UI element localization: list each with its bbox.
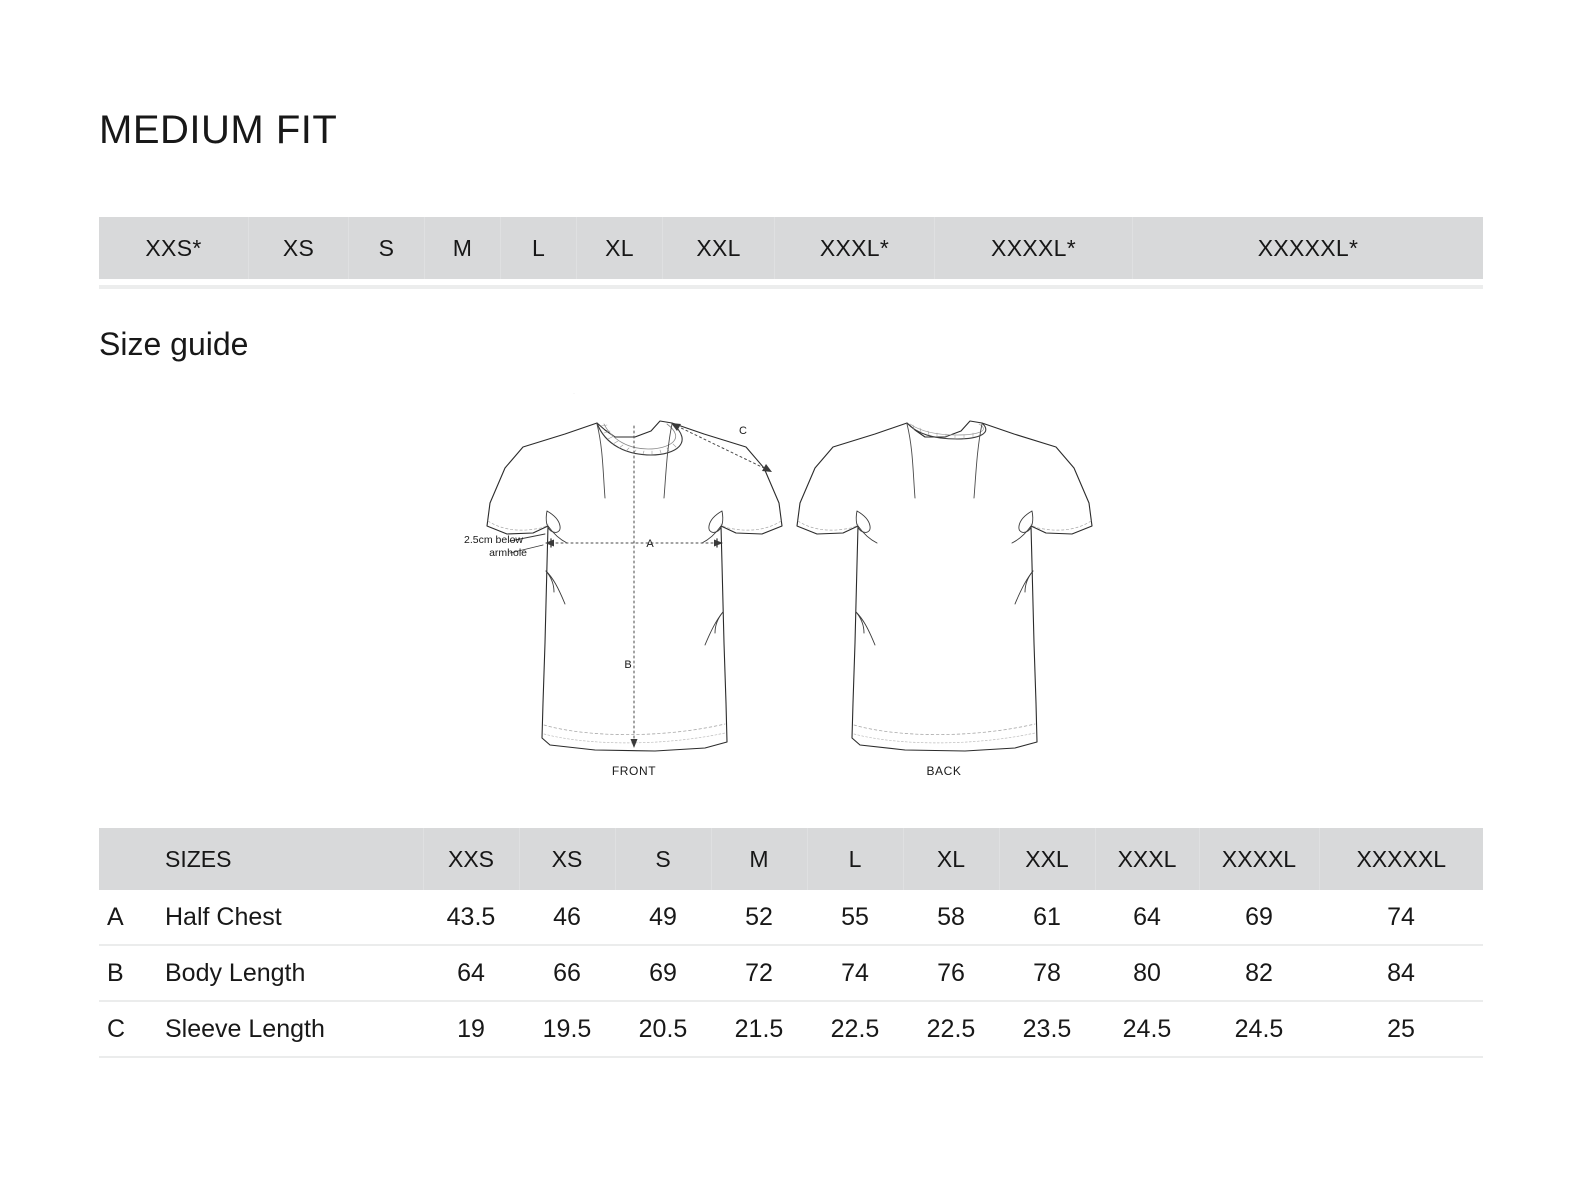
- measurement-label: Half Chest: [161, 890, 423, 946]
- measurement-value: 69: [615, 945, 711, 1002]
- measurement-value: 76: [903, 945, 999, 1002]
- measurement-value: 80: [1095, 945, 1199, 1002]
- dimension-label-a: A: [646, 538, 654, 550]
- dimension-label-c: C: [739, 425, 747, 437]
- size-selector-bar: XXS* XS S M L XL XXL XXXL* XXXXL* XXXXXL*: [99, 217, 1483, 279]
- table-header-size-xxxl: XXXL: [1095, 828, 1200, 890]
- table-header-size-xxxxl: XXXXL: [1199, 828, 1320, 890]
- measurement-value: 58: [903, 890, 999, 946]
- size-tab-xxxxxl[interactable]: XXXXXL*: [1257, 234, 1359, 261]
- front-view-label: FRONT: [612, 764, 656, 778]
- measurement-value: 49: [615, 890, 711, 946]
- measurement-value: 55: [807, 890, 903, 946]
- measurement-value: 20.5: [615, 1001, 711, 1058]
- table-row: B Body Length 64 66 69 72 74 76 78 80 82 84: [99, 945, 1483, 1002]
- page-title: MEDIUM FIT: [99, 108, 338, 152]
- size-tab-xl[interactable]: XL: [577, 217, 663, 279]
- table-header-size-l: L: [807, 828, 904, 890]
- measurement-label: Body Length: [161, 945, 423, 1002]
- armhole-note-line1: 2.5cm below: [464, 534, 523, 546]
- table-header-size-xs: XS: [519, 828, 616, 890]
- measurement-value: 72: [711, 945, 807, 1002]
- tshirt-diagram: A B C 2.5cm below armhole FRONT: [455, 393, 1135, 788]
- table-header-size-s: S: [615, 828, 712, 890]
- measurement-value: 84: [1319, 945, 1483, 1002]
- measurement-value: 64: [1095, 890, 1199, 946]
- table-header-sizes-label: SIZES: [161, 828, 424, 890]
- table-header-size-xxxxxl: XXXXXL: [1319, 828, 1483, 890]
- measurement-value: 69: [1199, 890, 1319, 946]
- size-tab-l[interactable]: L: [501, 217, 577, 279]
- measurement-key-a: A: [99, 890, 161, 946]
- measurement-value: 25: [1319, 1001, 1483, 1058]
- table-header-size-xxs: XXS: [423, 828, 520, 890]
- measurements-table: SIZES XXS XS S M L XL XXL XXXL XXXXL XXXXXL A Half …: [99, 828, 1483, 1058]
- measurement-value: 24.5: [1095, 1001, 1199, 1058]
- size-bar-underline: [99, 285, 1483, 289]
- measurement-value: 22.5: [807, 1001, 903, 1058]
- measurement-value: 74: [1319, 890, 1483, 946]
- measurement-value: 74: [807, 945, 903, 1002]
- measurement-key-c: C: [99, 1001, 161, 1058]
- size-tab-s[interactable]: S: [349, 217, 425, 279]
- dimension-lines-front: [509, 423, 772, 748]
- measurement-value: 78: [999, 945, 1095, 1002]
- size-guide-heading: Size guide: [99, 326, 249, 362]
- tshirt-front-outline: [486, 393, 783, 752]
- measurement-value: 24.5: [1199, 1001, 1319, 1058]
- measurement-value: 23.5: [999, 1001, 1095, 1058]
- size-tab-xxxl[interactable]: XXXL*: [775, 217, 935, 279]
- measurement-label: Sleeve Length: [161, 1001, 423, 1058]
- measurement-value: 52: [711, 890, 807, 946]
- measurement-value: 82: [1199, 945, 1319, 1002]
- back-view-label: BACK: [926, 764, 961, 778]
- table-header-size-xl: XL: [903, 828, 1000, 890]
- table-header-row: SIZES XXS XS S M L XL XXL XXXL XXXXL XXXXXL: [99, 828, 1483, 890]
- measurement-value: 64: [423, 945, 519, 1002]
- measurement-value: 22.5: [903, 1001, 999, 1058]
- size-tab-xxs[interactable]: XXS*: [99, 217, 249, 279]
- measurement-value: 66: [519, 945, 615, 1002]
- measurement-value: 19: [423, 1001, 519, 1058]
- table-row: C Sleeve Length 19 19.5 20.5 21.5 22.5 22.5 23.5…: [99, 1001, 1483, 1058]
- armhole-note-line2: armhole: [489, 547, 527, 559]
- table-header-size-m: M: [711, 828, 808, 890]
- dimension-label-b: B: [624, 659, 631, 671]
- measurement-value: 21.5: [711, 1001, 807, 1058]
- table-row: A Half Chest 43.5 46 49 52 55 58 61 64 69 74: [99, 890, 1483, 946]
- size-tab-xxxxl[interactable]: XXXXL*: [935, 217, 1133, 279]
- table-header-key: [99, 828, 161, 890]
- size-tab-xs[interactable]: XS: [249, 217, 349, 279]
- measurement-key-b: B: [99, 945, 161, 1002]
- measurement-value: 46: [519, 890, 615, 946]
- table-header-size-xxl: XXL: [999, 828, 1096, 890]
- tshirt-back-outline: [796, 420, 1093, 752]
- measurement-value: 19.5: [519, 1001, 615, 1058]
- measurement-value: 43.5: [423, 890, 519, 946]
- size-tab-xxl[interactable]: XXL: [663, 217, 775, 279]
- measurement-value: 61: [999, 890, 1095, 946]
- size-tab-m[interactable]: M: [425, 217, 501, 279]
